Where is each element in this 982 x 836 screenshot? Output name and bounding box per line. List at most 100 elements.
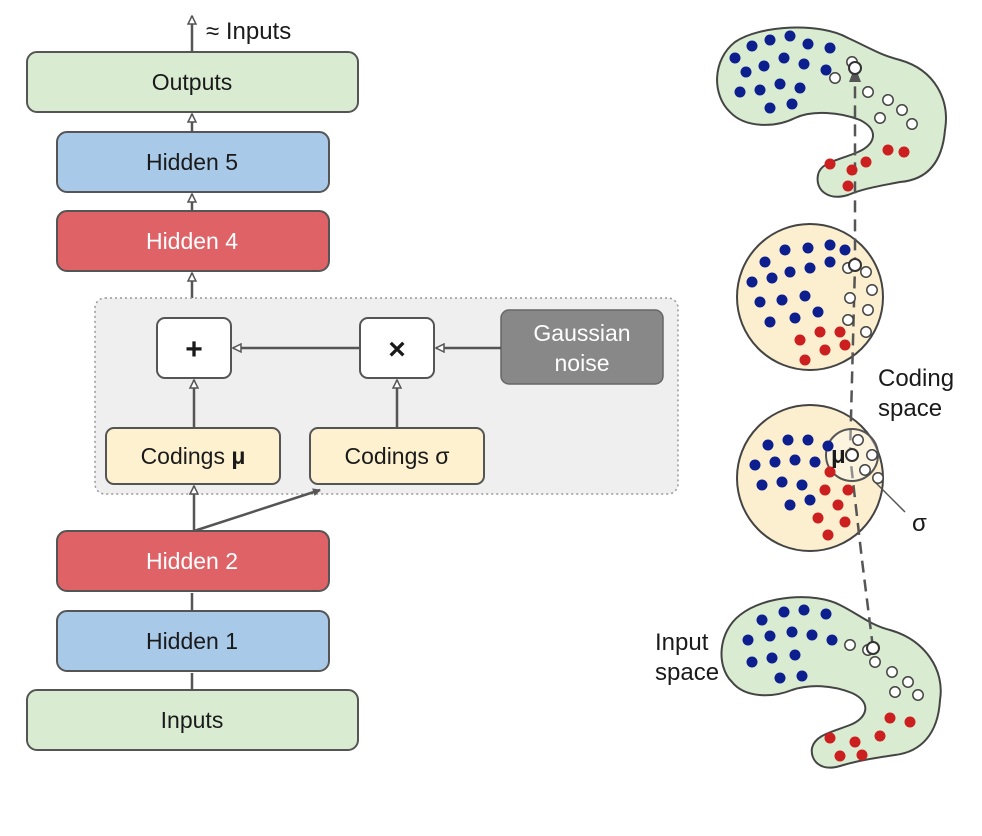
- hidden1-label: Hidden 1: [146, 628, 238, 654]
- white-point: [844, 639, 856, 651]
- path-point: [848, 258, 862, 272]
- codings-sigma-label: Codings σ: [345, 443, 450, 469]
- white-point: [844, 292, 856, 304]
- red-point: [794, 334, 806, 346]
- hidden2-label: Hidden 2: [146, 548, 238, 574]
- blue-point: [789, 454, 801, 466]
- red-point: [819, 484, 831, 496]
- outputs-label: Outputs: [152, 69, 233, 95]
- blue-point: [758, 60, 770, 72]
- white-point: [882, 94, 894, 106]
- path-point: [866, 641, 880, 655]
- blue-point: [784, 30, 796, 42]
- red-point: [904, 716, 916, 728]
- blue-point: [769, 456, 781, 468]
- sigma-label: σ: [912, 510, 927, 537]
- arrow-h2-sigma: [193, 488, 321, 533]
- red-point: [834, 750, 846, 762]
- blue-point: [796, 670, 808, 682]
- mu-label: μ: [831, 442, 846, 469]
- hidden5-layer: Hidden 5: [56, 131, 330, 193]
- blue-point: [824, 239, 836, 251]
- inputs-label: Inputs: [161, 707, 224, 733]
- blue-point: [766, 652, 778, 664]
- input-space-blob: [720, 596, 942, 769]
- data-points: [729, 30, 924, 762]
- sigma-pointer: [872, 479, 906, 513]
- white-point: [866, 449, 878, 461]
- blue-point: [746, 40, 758, 52]
- blue-point: [742, 634, 754, 646]
- times-symbol: ×: [388, 333, 406, 366]
- red-point: [898, 146, 910, 158]
- blue-point: [756, 614, 768, 626]
- outputs-layer: Outputs: [26, 51, 359, 113]
- white-point: [862, 86, 874, 98]
- white-point: [852, 434, 864, 446]
- red-point: [839, 516, 851, 528]
- blue-point: [764, 102, 776, 114]
- red-point: [856, 749, 868, 761]
- red-point: [799, 354, 811, 366]
- noise-label-line2: noise: [555, 350, 610, 376]
- blue-point: [746, 276, 758, 288]
- white-point: [860, 266, 872, 278]
- blue-point: [798, 58, 810, 70]
- codings-mu-node: Codings μ: [105, 427, 281, 485]
- blue-point: [806, 629, 818, 641]
- hidden4-layer: Hidden 4: [56, 210, 330, 272]
- white-point: [829, 72, 841, 84]
- blue-point: [782, 434, 794, 446]
- blue-point: [776, 294, 788, 306]
- blue-point: [826, 634, 838, 646]
- blue-point: [822, 440, 834, 452]
- red-point: [824, 158, 836, 170]
- blue-point: [839, 244, 851, 256]
- approx-inputs-label: ≈ Inputs: [206, 18, 291, 45]
- blue-point: [824, 256, 836, 268]
- blue-point: [774, 78, 786, 90]
- blue-point: [734, 86, 746, 98]
- blue-point: [778, 52, 790, 64]
- red-point: [822, 529, 834, 541]
- white-point: [889, 686, 901, 698]
- blue-point: [774, 672, 786, 684]
- plus-node: +: [156, 317, 232, 379]
- blue-point: [786, 626, 798, 638]
- coding-space-label-line2: space: [878, 395, 942, 422]
- codings-sigma-node: Codings σ: [309, 427, 485, 485]
- path-point: [845, 448, 859, 462]
- red-point: [842, 484, 854, 496]
- red-point: [819, 344, 831, 356]
- hidden4-label: Hidden 4: [146, 228, 238, 254]
- noise-label-line1: Gaussian: [533, 320, 630, 346]
- blue-point: [796, 479, 808, 491]
- blue-point: [740, 66, 752, 78]
- red-point: [874, 730, 886, 742]
- codings-mu-label: Codings μ: [141, 443, 246, 469]
- gaussian-noise-node: Gaussian noise: [500, 309, 664, 385]
- blue-point: [809, 456, 821, 468]
- blue-point: [799, 290, 811, 302]
- blue-point: [746, 656, 758, 668]
- inputs-layer: Inputs: [26, 689, 359, 751]
- coding-space-label-line1: Coding: [878, 365, 954, 392]
- blue-point: [784, 499, 796, 511]
- blue-point: [759, 256, 771, 268]
- red-point: [824, 732, 836, 744]
- blue-point: [824, 42, 836, 54]
- white-point: [872, 472, 884, 484]
- white-point: [912, 689, 924, 701]
- blue-point: [820, 608, 832, 620]
- red-point: [849, 736, 861, 748]
- red-point: [842, 180, 854, 192]
- white-point: [902, 676, 914, 688]
- red-point: [824, 466, 836, 478]
- white-point: [886, 666, 898, 678]
- white-point: [859, 464, 871, 476]
- hidden2-layer: Hidden 2: [56, 530, 330, 592]
- blue-point: [764, 630, 776, 642]
- blue-point: [766, 272, 778, 284]
- hidden5-label: Hidden 5: [146, 149, 238, 175]
- red-point: [834, 326, 846, 338]
